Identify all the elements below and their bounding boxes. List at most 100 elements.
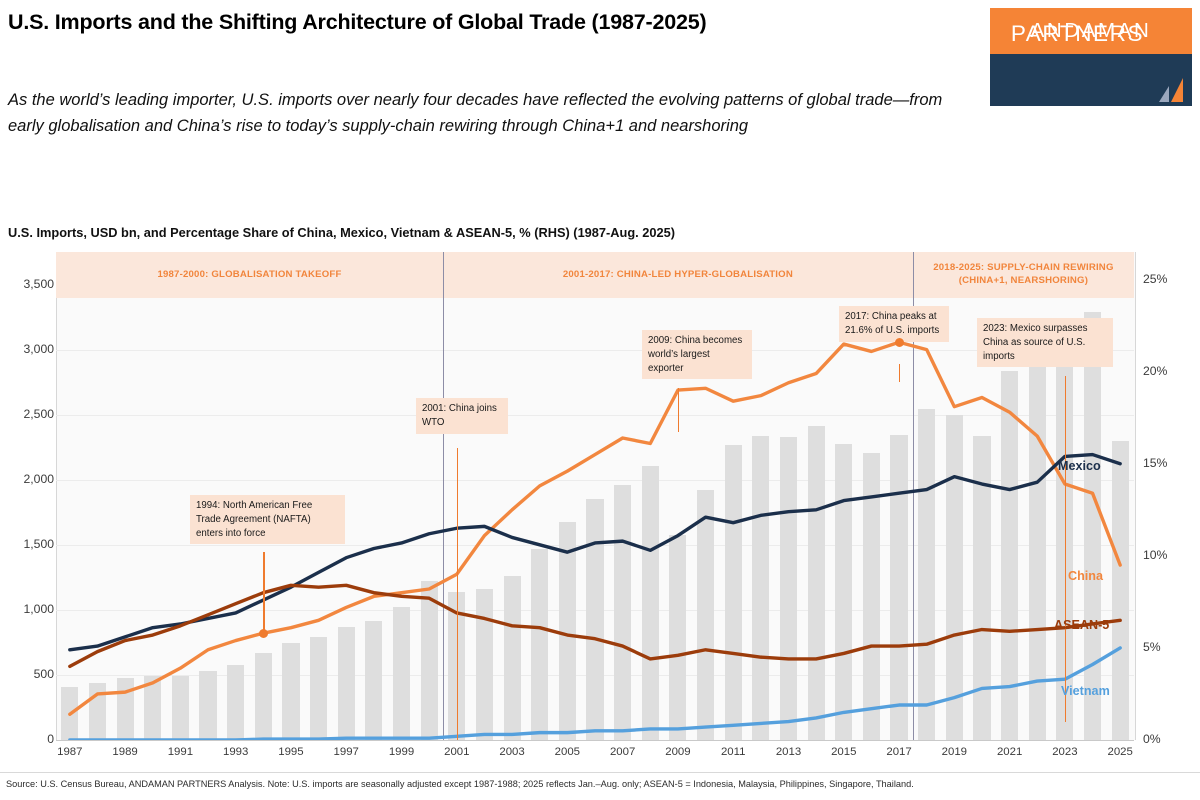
y-axis-right-tick: 20% [1143, 363, 1168, 378]
gridline [56, 740, 1134, 741]
x-axis-tick: 1991 [167, 746, 194, 758]
imports-bar [945, 414, 963, 740]
share-lines [68, 340, 1122, 740]
imports-bar [1083, 311, 1102, 740]
x-axis-tick: 2019 [941, 746, 967, 758]
logo-triangle-mark [1159, 78, 1183, 102]
band-separator [442, 252, 444, 298]
y-axis-left-tick: 3,000 [23, 341, 55, 356]
annotation-leader-line [456, 448, 459, 740]
x-axis-tick: 1987 [57, 746, 83, 758]
imports-bar [752, 436, 770, 740]
annotation-callout: 2017: China peaks at 21.6% of U.S. impor… [839, 306, 949, 342]
imports-bar [641, 466, 659, 740]
imports-bar [586, 498, 604, 740]
header: U.S. Imports and the Shifting Architectu… [0, 0, 1200, 200]
x-axis-tick: 2005 [554, 746, 581, 758]
y-axis-right-tick: 15% [1143, 455, 1168, 470]
x-axis-tick: 2021 [996, 746, 1023, 758]
y-axis-left-tick: 2,000 [23, 471, 55, 486]
y-axis-left-tick: 3,500 [23, 276, 55, 291]
series-label-mexico: Mexico [1058, 459, 1101, 473]
x-axis-tick: 2007 [609, 746, 636, 758]
imports-bar [1001, 371, 1019, 740]
imports-bar [669, 535, 687, 740]
footnote-divider [0, 772, 1200, 773]
period-divider [442, 298, 444, 740]
annotation-callout: 2001: China joins WTO [416, 398, 508, 434]
series-label-china: China [1068, 569, 1103, 583]
logo-orange-band [990, 8, 1192, 54]
x-axis-tick: 2017 [886, 746, 912, 758]
imports-bar [614, 485, 632, 740]
logo-partners-text: PARTNERS [1010, 21, 1145, 46]
x-axis-tick: 1999 [388, 746, 415, 758]
imports-bar [365, 621, 383, 740]
period-band-label: 2001-2017: CHINA-LED HYPER-GLOBALISATION [562, 268, 793, 280]
imports-bar [337, 626, 355, 740]
imports-bar [392, 606, 411, 740]
logo-andaman-text: ANDAMAN [1030, 19, 1152, 42]
x-axis-tick: 2009 [665, 746, 691, 758]
x-axis-tick: 2013 [775, 746, 802, 758]
imports-bar [835, 444, 853, 740]
line-series-asean-5 [68, 583, 1122, 669]
andaman-partners-logo: ANDAMAN PARTNERS [990, 8, 1192, 106]
annotation-marker-dot [258, 628, 268, 638]
series-label-vietnam: Vietnam [1061, 684, 1110, 698]
x-axis-tick: 2001 [444, 746, 470, 758]
imports-bar [696, 490, 715, 740]
imports-bar [420, 581, 438, 740]
period-band-label: 2018-2025: SUPPLY-CHAIN REWIRING (CHINA+… [933, 262, 1114, 286]
imports-bar [503, 576, 521, 740]
period-divider [912, 298, 914, 740]
chart-subtitle: U.S. Imports, USD bn, and Percentage Sha… [8, 225, 676, 240]
imports-bar [254, 652, 272, 740]
y-axis-left-tick: 1,500 [23, 536, 55, 551]
page-subtitle: As the world’s leading importer, U.S. im… [8, 91, 943, 135]
imports-bar [918, 409, 936, 740]
imports-bar [531, 548, 549, 740]
x-axis-tick: 2003 [499, 746, 525, 758]
period-band [56, 252, 443, 298]
band-separator [912, 252, 914, 298]
y-axis-left-tick: 2,500 [23, 406, 55, 421]
x-axis-tick: 2023 [1052, 746, 1078, 758]
imports-bar [558, 522, 576, 740]
imports-bar [144, 675, 162, 740]
x-axis-tick: 2015 [831, 746, 857, 758]
y-axis-right-tick: 10% [1143, 547, 1168, 562]
imports-bar [1111, 440, 1129, 740]
imports-bar [1028, 318, 1046, 740]
page-title: U.S. Imports and the Shifting Architectu… [8, 10, 707, 34]
x-axis-tick: 1997 [333, 746, 359, 758]
gridline [56, 479, 1134, 481]
imports-bar [890, 435, 908, 740]
annotation-leader-line [1064, 376, 1067, 722]
y-axis-right-tick: 25% [1143, 271, 1168, 286]
annotation-leader-line [263, 552, 265, 633]
imports-bar [807, 426, 825, 740]
annotation-callout: 2009: China becomes world’s largest expo… [642, 330, 752, 380]
imports-bar [199, 670, 217, 740]
x-axis-tick: 2025 [1107, 746, 1133, 758]
series-label-asean-5: ASEAN-5 [1054, 618, 1110, 632]
y-axis-left-tick: 500 [33, 666, 54, 681]
period-band-label: 1987-2000: GLOBALISATION TAKEOFF [157, 268, 342, 280]
imports-bar [862, 452, 880, 740]
imports-bar [227, 664, 245, 740]
line-series-china [68, 340, 1122, 716]
y-axis-right-tick: 0% [1143, 732, 1161, 746]
imports-bar [282, 643, 300, 740]
imports-bar [171, 676, 189, 740]
logo-navy-band [990, 54, 1192, 106]
chart-area: 1987-2000: GLOBALISATION TAKEOFF 2001-201… [56, 252, 1136, 741]
gridline [56, 349, 1134, 351]
annotation-callout: 2023: Mexico surpasses China as source o… [977, 318, 1113, 368]
x-axis-tick: 1995 [278, 746, 304, 758]
y-axis-left-tick: 0 [47, 732, 54, 746]
imports-bar [724, 445, 742, 740]
imports-bar [475, 588, 493, 740]
gridline [56, 414, 1134, 416]
imports-bar [310, 636, 328, 740]
